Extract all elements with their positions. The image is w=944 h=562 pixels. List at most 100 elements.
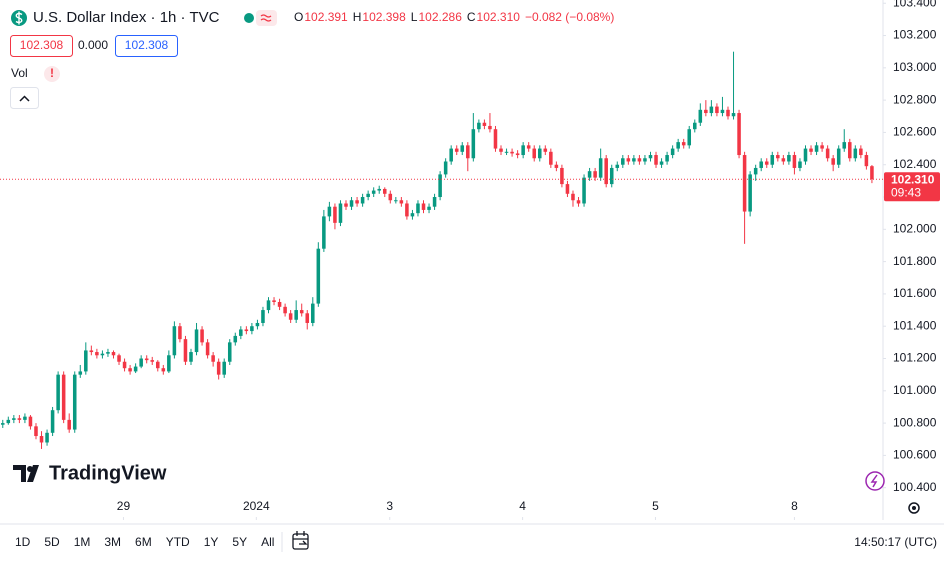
candle-body	[61, 374, 66, 420]
alert-icon[interactable]	[865, 471, 885, 491]
candle-body	[504, 151, 509, 153]
candle-body	[659, 161, 664, 165]
x-tick-label: 4	[519, 499, 526, 513]
range-button[interactable]: YTD	[166, 535, 190, 549]
last-price-label: 102.310	[891, 172, 935, 186]
candle-body	[410, 213, 415, 217]
candle-body	[111, 352, 116, 356]
candle-body	[156, 361, 160, 369]
ohlc-value: 102.398	[362, 10, 406, 24]
candle-body	[84, 350, 88, 372]
candle-body	[698, 109, 703, 123]
alert-icon-bolt	[870, 474, 878, 488]
candle-body	[438, 174, 442, 198]
candle-body	[416, 203, 420, 214]
candle-body	[466, 145, 470, 159]
candle-body	[554, 164, 559, 168]
candle-body	[870, 166, 874, 180]
candle-body	[499, 148, 503, 152]
candle-body	[798, 161, 802, 168]
candle-body	[366, 193, 370, 198]
ohlc-key: H	[353, 10, 362, 24]
y-tick-label: 101.200	[893, 351, 937, 365]
candle-body	[515, 153, 520, 156]
candle-body	[183, 339, 188, 362]
candle-body	[106, 352, 110, 354]
y-tick-label: 100.600	[893, 448, 937, 462]
y-tick-label: 102.600	[893, 125, 937, 139]
volume-alert-badge[interactable]	[44, 66, 60, 82]
candle-body	[587, 171, 592, 178]
candle-body	[100, 353, 105, 356]
spread: 0.000	[78, 38, 108, 52]
candle-body	[205, 342, 210, 356]
y-tick-label: 100.800	[893, 415, 937, 429]
candle-body	[294, 310, 298, 320]
range-button[interactable]: 5D	[44, 535, 60, 549]
candle-body	[748, 174, 752, 212]
candle-body	[0, 423, 5, 425]
candle-body	[178, 326, 182, 340]
bid-box[interactable]	[10, 35, 73, 57]
candle-body	[139, 358, 143, 367]
candle-body	[344, 203, 348, 207]
range-button[interactable]: 1Y	[204, 535, 219, 549]
x-tick-label: 29	[117, 499, 131, 513]
candle-body	[681, 142, 686, 146]
candle-body	[305, 313, 310, 323]
candle-body	[333, 206, 337, 223]
range-button[interactable]: 1M	[74, 535, 91, 549]
date-range-button[interactable]	[292, 533, 309, 550]
candle-body	[787, 155, 791, 162]
range-button[interactable]: 6M	[135, 535, 152, 549]
candle-body	[521, 145, 525, 156]
candle-body	[117, 355, 121, 362]
candle-body	[161, 368, 166, 372]
candle-body	[859, 148, 863, 156]
candle-body	[676, 142, 680, 149]
candle-body	[394, 200, 398, 202]
candle-body	[709, 106, 714, 114]
candle-body	[172, 326, 177, 356]
candle-body	[626, 158, 631, 162]
range-button[interactable]: 1D	[15, 535, 31, 549]
candle-body	[34, 426, 38, 437]
bid: 102.308	[20, 38, 64, 52]
candle-body	[167, 355, 171, 372]
candle-body	[759, 161, 763, 168]
candle-body	[776, 155, 780, 159]
candle-body	[809, 148, 813, 152]
candle-body	[244, 329, 249, 332]
collapse-button[interactable]	[10, 87, 39, 109]
candle-body	[311, 303, 315, 323]
candle-body	[266, 300, 271, 311]
candle-body	[820, 145, 824, 149]
candle-body	[449, 148, 453, 162]
candle-body	[194, 329, 199, 353]
ohlc-key: O	[294, 10, 303, 24]
range-button[interactable]: 5Y	[232, 535, 247, 549]
ask-box[interactable]	[115, 35, 178, 57]
data-status[interactable]	[256, 10, 277, 26]
candle-body	[216, 361, 221, 375]
candle-body	[28, 416, 33, 427]
range-button[interactable]: All	[261, 535, 274, 549]
candle-body	[493, 129, 498, 149]
candle-body	[825, 148, 830, 159]
candle-body	[78, 371, 83, 375]
candle-body	[427, 206, 431, 210]
market-status[interactable]	[244, 13, 254, 23]
y-tick-label: 102.800	[893, 92, 937, 106]
candle-body	[560, 167, 564, 185]
candle-body	[737, 113, 741, 156]
candle-body	[753, 167, 758, 175]
date-range-icon	[293, 531, 308, 545]
candle-body	[488, 125, 492, 130]
range-button[interactable]: 3M	[104, 535, 121, 549]
candle-body	[56, 374, 60, 411]
candle-body	[23, 416, 27, 420]
settings-icon[interactable]	[908, 502, 920, 514]
candle-body	[288, 313, 293, 320]
candle-body	[615, 164, 620, 168]
candle-body	[360, 197, 365, 204]
